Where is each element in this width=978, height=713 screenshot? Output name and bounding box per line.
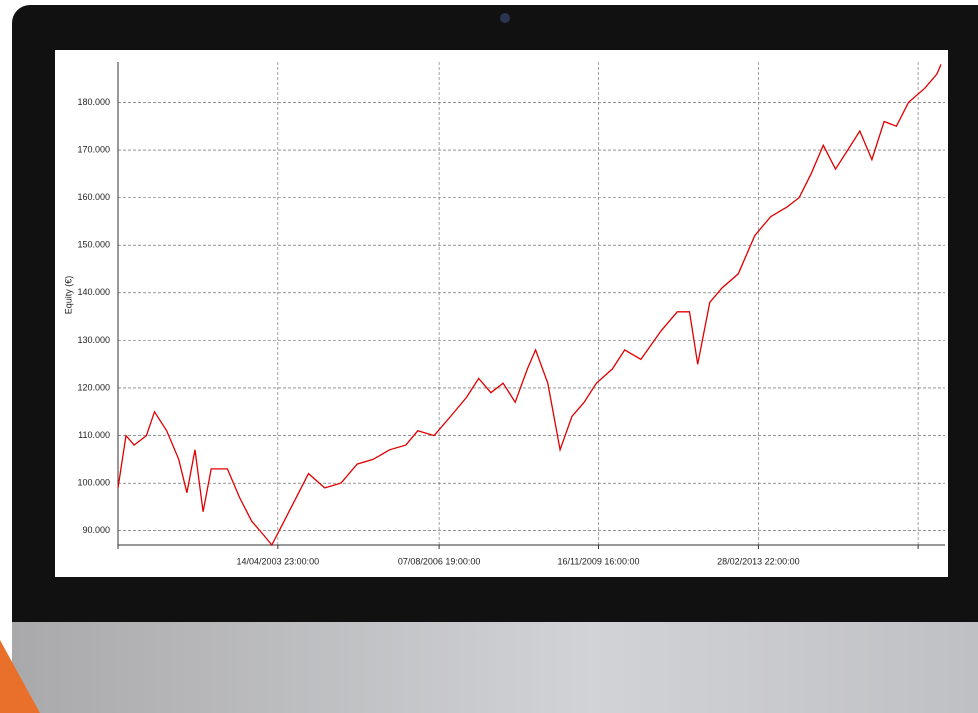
x-tick-label: 14/04/2003 23:00:00 bbox=[237, 556, 320, 566]
x-tick-label: 28/02/2013 22:00:00 bbox=[717, 556, 800, 566]
chart-background bbox=[55, 50, 948, 577]
y-tick-label: 160.000 bbox=[77, 192, 110, 202]
y-tick-label: 150.000 bbox=[77, 240, 110, 250]
y-tick-label: 110.000 bbox=[78, 430, 110, 440]
monitor-chin bbox=[12, 622, 978, 713]
camera bbox=[500, 13, 510, 23]
y-tick-label: 180.000 bbox=[77, 97, 110, 107]
y-tick-label: 140.000 bbox=[77, 287, 110, 297]
y-axis-title: Equity (€) bbox=[63, 276, 73, 315]
chart: Equity (€) 90.000 100.000 110.000 120.000 13… bbox=[55, 50, 948, 577]
y-tick-label: 90.000 bbox=[82, 525, 110, 535]
y-tick-label: 100.000 bbox=[77, 478, 110, 488]
x-tick-label: 16/11/2009 16:00:00 bbox=[558, 556, 640, 566]
y-tick-label: 130.000 bbox=[77, 335, 110, 345]
y-tick-label: 170.000 bbox=[77, 144, 110, 154]
x-tick-label: 07/08/2006 19:00:00 bbox=[398, 556, 481, 566]
y-tick-label: 120.000 bbox=[77, 382, 110, 392]
equity-line bbox=[117, 64, 942, 547]
